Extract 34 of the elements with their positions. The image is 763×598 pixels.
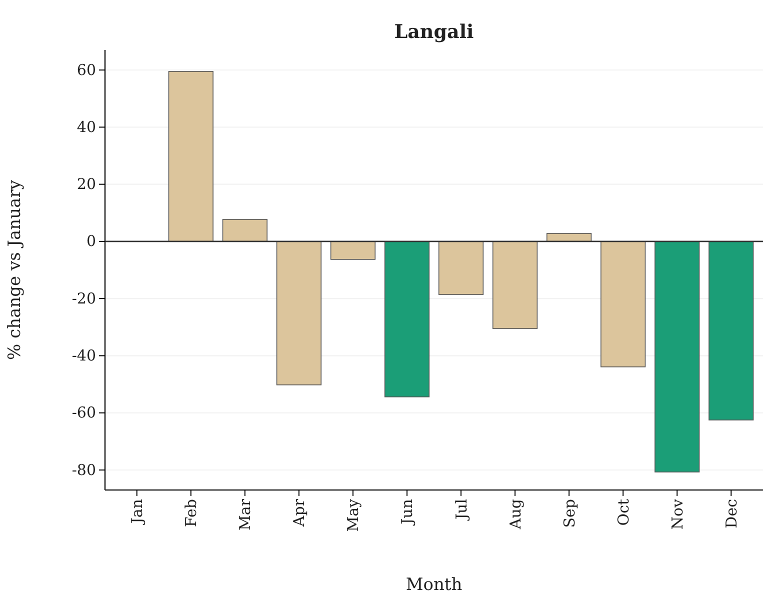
x-tick-label: Mar (236, 498, 254, 530)
x-axis-title: Month (406, 575, 462, 595)
x-tick-label: Aug (506, 498, 524, 530)
y-axis-title: % change vs January (5, 180, 25, 360)
y-tick-label: -20 (72, 289, 96, 308)
x-tick-label: Oct (614, 499, 632, 526)
bar (492, 241, 538, 329)
bar (654, 241, 700, 472)
bar (330, 241, 376, 260)
x-tick-label: Dec (722, 499, 740, 528)
bar (546, 233, 592, 242)
bar (222, 219, 268, 242)
bar (276, 241, 322, 386)
bar (168, 71, 214, 242)
x-tick-label: Sep (560, 499, 578, 528)
bar (600, 241, 646, 368)
y-tick-label: -60 (72, 404, 96, 422)
y-tick-label: 60 (76, 60, 96, 79)
x-tick-label: Jan (128, 498, 146, 526)
bar (438, 241, 484, 295)
x-tick-label: Feb (182, 499, 200, 528)
bar (384, 241, 430, 398)
bar (708, 241, 754, 420)
x-tick-label: Jun (398, 498, 416, 526)
x-tick-label: May (344, 498, 362, 532)
x-tick-label: Apr (290, 498, 308, 528)
y-tick-label: -80 (72, 460, 96, 479)
y-tick-label: -40 (72, 346, 96, 365)
y-tick-label: 20 (76, 175, 96, 194)
y-tick-label: 40 (76, 118, 96, 136)
x-tick-label: Jul (452, 498, 470, 522)
chart-title: Langali (394, 21, 474, 43)
y-tick-label: 0 (86, 232, 96, 250)
x-tick-label: Nov (668, 498, 686, 530)
